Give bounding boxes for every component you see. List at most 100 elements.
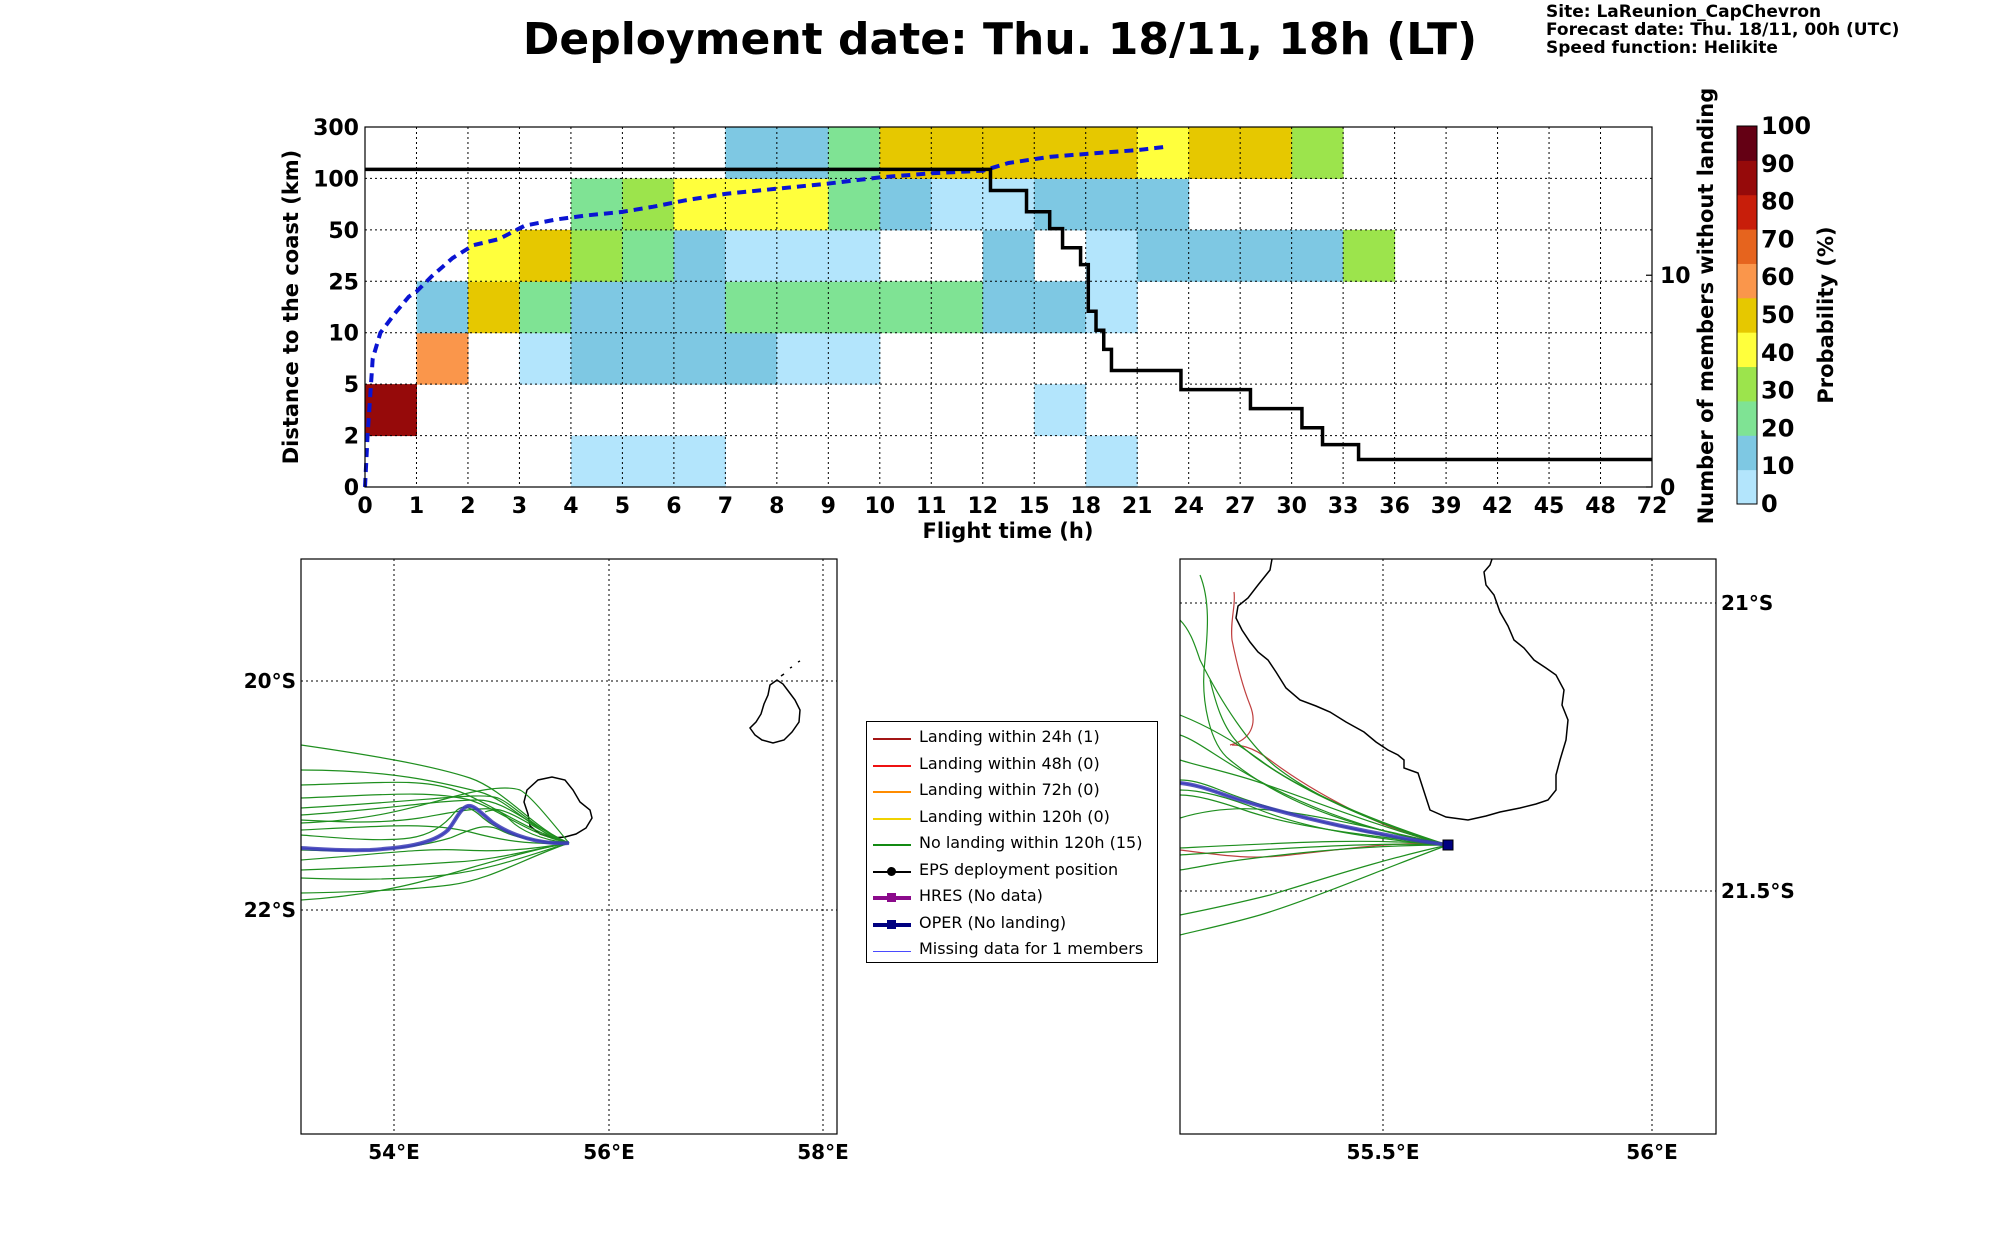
heatmap-cell <box>673 281 726 334</box>
heatmap-cell <box>1085 435 1138 488</box>
square-marker-icon <box>887 893 896 902</box>
heatmap-series <box>363 144 1652 488</box>
heatmap-cell <box>673 178 726 231</box>
trajectory-no-landing <box>301 825 570 845</box>
colorbar-tick-label: 50 <box>1761 301 1794 329</box>
right-map-frame <box>1179 558 1717 1135</box>
legend-swatch <box>873 817 911 820</box>
heatmap-cell <box>828 229 881 282</box>
members-without-landing-line <box>365 167 1652 462</box>
heatmap-cell <box>519 229 572 282</box>
y-tick-label: 0 <box>344 476 359 501</box>
deployment-position-marker <box>1442 839 1454 851</box>
trajectory-no-landing <box>1180 844 1449 871</box>
legend-swatch <box>873 738 911 740</box>
colorbar-tick-label: 0 <box>1761 490 1778 518</box>
colorbar-bin <box>1737 297 1757 333</box>
trajectory-no-landing <box>1180 844 1449 916</box>
lat-tick-label: 21°S <box>1721 591 1773 615</box>
heatmap-cell <box>725 332 778 385</box>
x-tick-label: 12 <box>967 494 998 519</box>
colorbar-frame <box>1736 125 1758 505</box>
trajectory-no-landing <box>1180 789 1449 846</box>
legend-item: Landing within 120h (0) <box>867 806 1157 832</box>
x-tick-label: 42 <box>1482 494 1513 519</box>
heatmap-cell <box>1291 229 1344 282</box>
colorbar-tick-label: 10 <box>1761 452 1794 480</box>
heatmap-cell <box>879 281 932 334</box>
heatmap-cell <box>879 178 932 231</box>
trajectory-no-landing <box>301 842 570 871</box>
colorbar-tick-label: 60 <box>1761 263 1794 291</box>
heatmap-cell <box>982 281 1035 334</box>
trajectory-no-landing <box>301 799 570 844</box>
lat-tick-label: 22°S <box>244 898 296 922</box>
trajectory-no-landing <box>301 781 570 844</box>
x-tick-labels: 0 1 2 3 4 5 6 7 8 9 10 11 12 15 18 21 24 27 30 33 36 39 42 45 48… <box>357 494 1667 519</box>
heatmap-cell <box>673 332 726 385</box>
colorbar-bin <box>1737 332 1757 368</box>
trajectory-no-landing <box>484 809 570 844</box>
heatmap-cell <box>622 229 675 282</box>
colorbar-tick-label: 20 <box>1761 414 1794 442</box>
y2-tick-label: 10 <box>1660 264 1691 289</box>
heatmap-cell <box>828 127 881 179</box>
x-tick-label: 72 <box>1637 494 1668 519</box>
right-map-content <box>1180 559 1716 1134</box>
heatmap-cell <box>879 127 932 179</box>
x-tick-label: 36 <box>1379 494 1410 519</box>
y-tick-label: 300 <box>313 116 359 141</box>
heatmap-cell <box>828 281 881 334</box>
heatmap-cell <box>673 229 726 282</box>
heatmap-cell <box>1034 281 1087 334</box>
legend-item: Landing within 24h (1) <box>867 726 1157 752</box>
heatmap-cell <box>519 332 572 385</box>
left-map-content <box>301 559 837 1134</box>
heatmap-cell <box>622 281 675 334</box>
heatmap-cell <box>1034 178 1087 231</box>
trajectory-no-landing <box>301 808 570 844</box>
y-axis-label: Distance to the coast (km) <box>279 150 303 465</box>
legend-item: OPER (No landing) <box>867 912 1157 938</box>
legend-swatch <box>873 950 911 952</box>
heatmap-cell <box>416 281 469 334</box>
heatmap-cell <box>673 435 726 488</box>
trajectory-no-landing <box>301 842 570 861</box>
heatmap-cell <box>1240 127 1293 179</box>
heatmap-cell <box>776 281 829 334</box>
heatmap-cell <box>725 178 778 231</box>
heatmap-cell <box>1240 229 1293 282</box>
heatmap-cell <box>570 435 623 488</box>
trajectory-oper <box>1180 781 1449 847</box>
forecast-date-label: Forecast date: Thu. 18/11, 00h (UTC) <box>1546 20 1900 40</box>
trajectory-landing-24h <box>1229 591 1254 746</box>
trajectory-no-landing <box>301 787 570 844</box>
trajectory-no-landing <box>301 842 570 894</box>
heatmap-cell <box>828 178 881 231</box>
probability-heatmap-chart: 0 1 2 3 4 5 6 7 8 9 10 11 12 15 18 21 24 27 30 33 36 39 42 45 48… <box>279 88 1718 543</box>
regional-trajectory-map: 54°E 56°E 58°E 20°S 22°S <box>244 558 849 1164</box>
reunion-coastline-detail <box>1235 559 1569 821</box>
x-tick-label: 6 <box>666 494 681 519</box>
trajectory-no-landing <box>1180 759 1449 846</box>
heatmap-cell <box>622 435 675 488</box>
y-tick-label: 10 <box>328 322 359 347</box>
x-tick-label: 2 <box>460 494 475 519</box>
colorbar-tick-label: 40 <box>1761 339 1794 367</box>
x-tick-label: 7 <box>718 494 733 519</box>
heatmap-cell <box>776 332 829 385</box>
trajectory-no-landing <box>1180 843 1449 856</box>
x-tick-label: 5 <box>615 494 630 519</box>
x-tick-label: 3 <box>512 494 527 519</box>
heatmap-cell <box>1291 127 1344 179</box>
colorbar-tick-label: 100 <box>1761 112 1811 140</box>
islets-outline <box>780 660 801 677</box>
square-marker-icon <box>887 919 896 929</box>
heatmap-cell <box>1085 281 1138 334</box>
lat-tick-label: 20°S <box>244 669 296 693</box>
heatmap-cell <box>776 127 829 179</box>
heatmap-cell <box>1034 384 1087 437</box>
x-tick-label: 0 <box>357 494 372 519</box>
local-trajectory-map: 55.5°E 56°E 21°S 21.5°S <box>1179 558 1795 1164</box>
